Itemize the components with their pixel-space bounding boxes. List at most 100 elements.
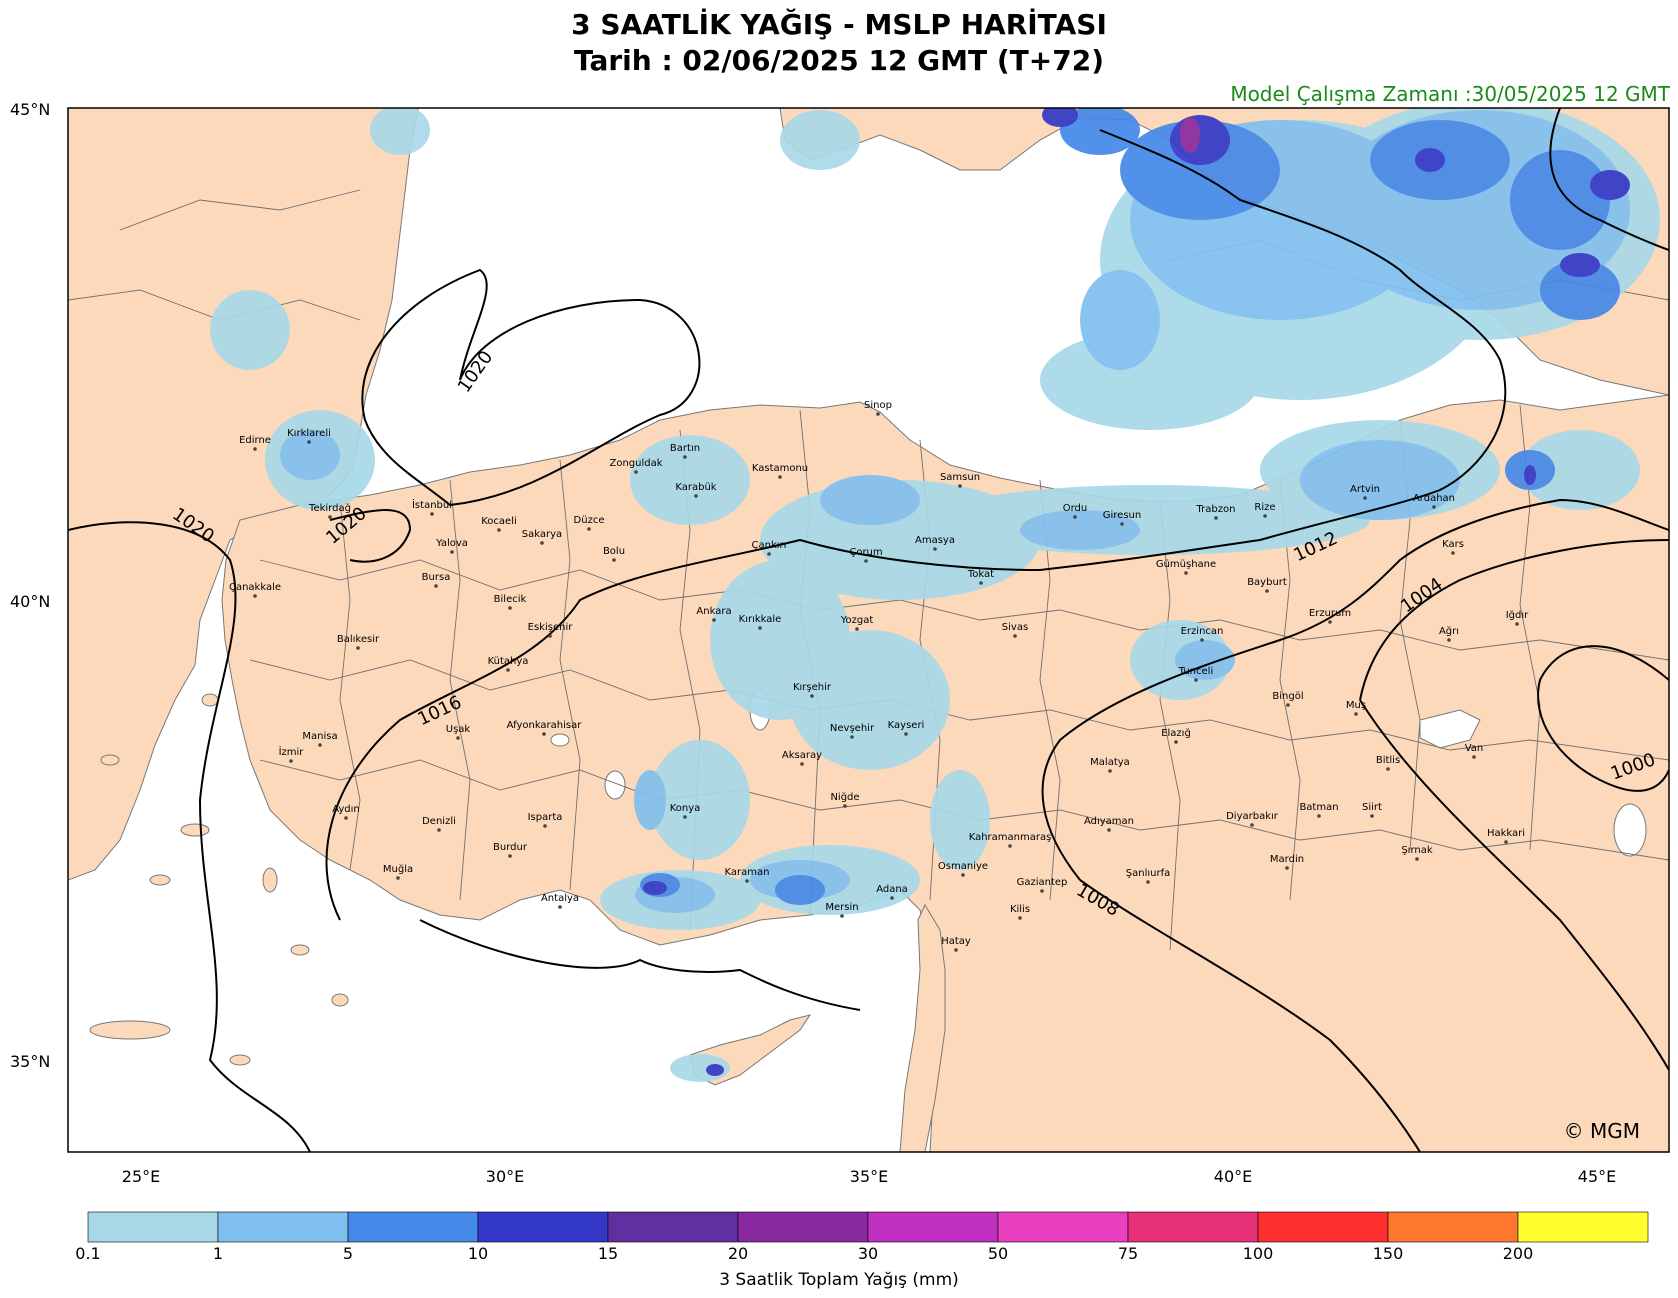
longitude-labels: 25°E 30°E 35°E 40°E 45°E [122,1167,1616,1186]
city-label: Antalya [541,893,579,904]
city-dot [434,584,438,588]
city-marker: Trabzon [1196,504,1235,520]
city-label: Kastamonu [752,463,808,474]
city-dot [318,743,322,747]
city-dot [1040,889,1044,893]
lon-label: 35°E [850,1167,888,1186]
isobar-1008-south [1079,879,1421,1152]
city-label: Nevşehir [830,723,875,734]
city-marker: Denizli [422,816,456,832]
city-dot [1018,916,1022,920]
city-dot [1370,814,1374,818]
city-label: Sakarya [522,529,562,540]
city-label: Bingöl [1272,691,1303,702]
city-label: Kırıkkale [739,614,782,625]
city-label: Tokat [967,569,994,580]
city-marker: Muş [1346,700,1366,716]
city-dot [1250,823,1254,827]
city-label: Karaman [725,867,770,878]
city-marker: Gaziantep [1017,877,1067,893]
city-dot [1328,620,1332,624]
lon-label: 30°E [486,1167,524,1186]
city-marker: Kırşehir [793,682,832,698]
city-dot [876,412,880,416]
city-marker: Manisa [302,731,338,747]
city-dot [548,634,552,638]
city-marker: Artvin [1350,484,1380,500]
city-dot [356,646,360,650]
city-marker: Kırıkkale [739,614,782,630]
city-label: Kocaeli [481,516,517,527]
city-dot [1120,522,1124,526]
city-marker: Bingöl [1272,691,1304,707]
city-marker: Osmaniye [938,861,988,877]
city-dot [1146,880,1150,884]
city-dot [543,824,547,828]
city-marker: Karaman [725,867,770,883]
city-dot [890,896,894,900]
city-dot [1432,505,1436,509]
city-marker: Çanakkale [229,582,281,598]
city-dot [1265,589,1269,593]
city-dot [430,512,434,516]
city-dot [778,475,782,479]
city-label: Sivas [1002,622,1028,633]
city-marker: Kahramanmaraş [969,832,1052,848]
city-label: Hatay [941,936,971,947]
city-marker: Edirne [239,435,271,451]
city-dot [712,618,716,622]
city-marker: Yalova [435,538,468,554]
city-label: Muş [1346,700,1366,711]
isobar-1020-thrace [68,521,311,1152]
city-label: Konya [670,803,701,814]
city-label: Bursa [422,572,451,583]
city-label: Kahramanmaraş [969,832,1052,843]
city-marker: Sivas [1002,622,1028,638]
city-marker: Van [1465,743,1483,759]
map-frame [67,107,1670,1153]
city-marker: Uşak [446,724,470,740]
city-label: Yalova [435,538,468,549]
colorbar-tick: 200 [1502,1244,1534,1263]
city-marker: Diyarbakır [1226,811,1279,827]
city-label: Kars [1442,539,1464,550]
city-label: Isparta [528,812,563,823]
city-marker: Malatya [1090,757,1130,773]
city-dot [767,552,771,556]
city-label: İstanbul [412,498,452,511]
city-label: Kütahya [488,656,529,667]
city-label: Bolu [603,546,625,557]
city-marker: Samsun [940,472,980,488]
city-marker: Ankara [696,606,732,622]
lat-label: 40°N [10,592,50,611]
precipitation-shading [210,108,1660,1082]
city-dot [840,914,844,918]
city-dot [683,455,687,459]
colorbar-tick: 5 [342,1244,354,1263]
city-dot [745,879,749,883]
city-label: Çanakkale [229,582,281,593]
city-marker: Amasya [915,535,955,551]
city-marker: Karabük [675,482,717,498]
colorbar-tick: 1 [212,1244,224,1263]
city-marker: Siirt [1362,802,1382,818]
city-marker: Kilis [1010,904,1030,920]
city-dot [328,515,332,519]
city-dot [253,594,257,598]
city-dot [933,547,937,551]
colorbar-swatch [1387,1211,1519,1243]
city-label: Manisa [302,731,337,742]
city-dot [979,581,983,585]
city-dot [1200,638,1204,642]
city-marker: Adana [876,884,908,900]
city-marker: Çankırı [752,540,786,556]
colorbar-tick: 150 [1372,1244,1404,1263]
colorbar-swatch [867,1211,999,1243]
city-marker: Kocaeli [481,516,517,532]
city-marker: İstanbul [412,498,452,516]
city-marker: Muğla [383,863,413,880]
city-marker: Kayseri [888,720,924,736]
colorbar-tick: 15 [597,1244,619,1263]
lat-label: 35°N [10,1052,50,1071]
